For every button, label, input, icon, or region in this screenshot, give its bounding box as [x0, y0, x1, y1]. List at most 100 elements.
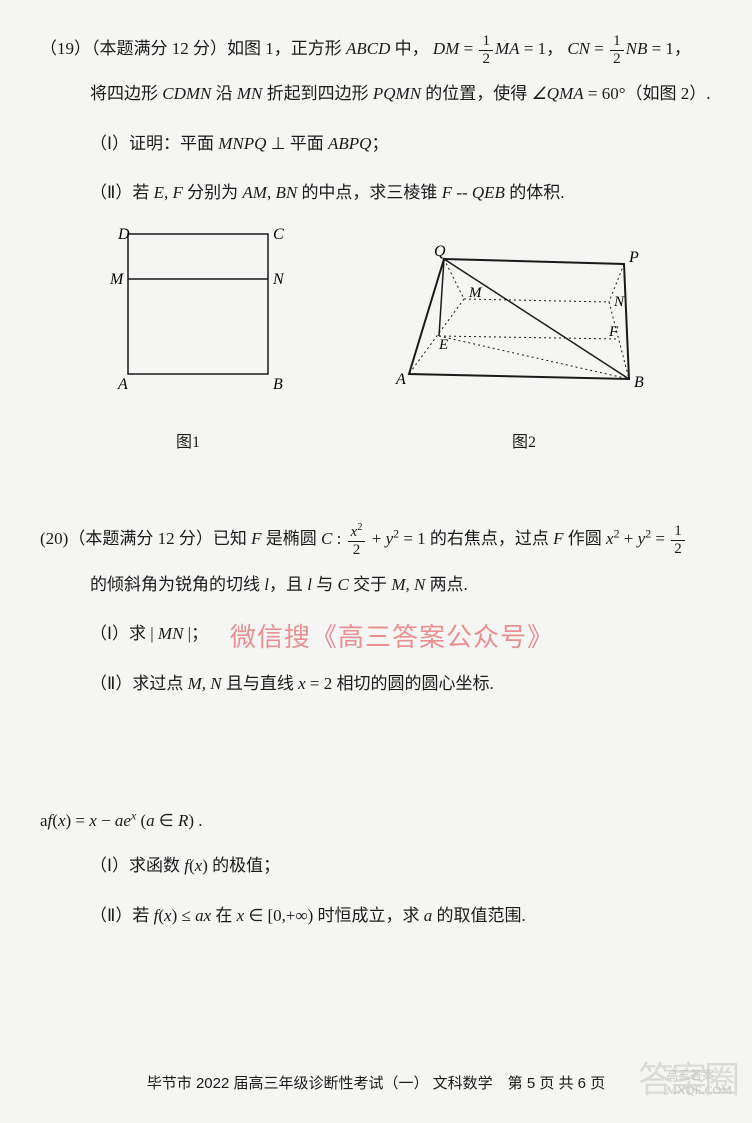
text: ⊥ 平面 [266, 134, 328, 153]
f: f [154, 906, 159, 925]
text: 的中点，求三棱锥 [297, 183, 442, 202]
f: f [48, 811, 53, 830]
problem-19: （19）（本题满分 12 分）如图 1，正方形 ABCD 中， DM = 12M… [40, 30, 712, 460]
a: a [424, 906, 433, 925]
text: 交于 [349, 575, 392, 594]
lbl-Q: Q [434, 244, 446, 260]
p21-header: af(x) = x − aex (a ∈ R) . [40, 802, 712, 839]
text: a [40, 811, 48, 830]
pqmn: PQMN [373, 84, 421, 103]
MN: MN [158, 624, 184, 643]
lbl-N2: N [613, 294, 625, 310]
p21-part2: （Ⅱ）若 f(x) ≤ ax 在 x ∈ [0,+∞) 时恒成立，求 a 的取值… [40, 897, 712, 934]
x: x [606, 529, 614, 548]
end: ) . [188, 811, 202, 830]
fig2-svg: Q P M N E F A B [384, 244, 664, 404]
y: y [386, 529, 394, 548]
lbl-E: E [438, 337, 448, 353]
text: 的极值； [208, 856, 280, 875]
text: 的体积. [505, 183, 565, 202]
page-footer: 毕节市 2022 届高三年级诊断性考试（一） 文科数学 第 5 页 共 6 页 [0, 1072, 752, 1093]
p20-line2: 的倾斜角为锐角的切线 l，且 l 与 C 交于 M, N 两点. [40, 566, 712, 603]
C: C [321, 529, 332, 548]
text: 且与直线 [222, 674, 299, 693]
text: （Ⅱ）若 [90, 906, 154, 925]
figure-1: D C M N A B 图1 [88, 224, 288, 461]
mnpq: MNPQ [218, 134, 266, 153]
text: 是椭圆 [261, 529, 321, 548]
problem-20: (20)（本题满分 12 分）已知 F 是椭圆 C : x22 + y2 = 1… [40, 520, 712, 702]
lbl-N: N [272, 271, 285, 288]
ef: E, F [154, 183, 183, 202]
text: 两点. [425, 575, 468, 594]
text: 将四边形 [90, 84, 162, 103]
am: AM [242, 183, 267, 202]
figures-row: D C M N A B 图1 [40, 224, 712, 461]
MN: M, N [391, 575, 425, 594]
frac-half-2: 12 [610, 34, 624, 67]
lbl-A2: A [395, 371, 406, 388]
paren: ( [136, 811, 146, 830]
x: x [89, 811, 97, 830]
F2: F [553, 529, 563, 548]
fig2-label: 图2 [384, 425, 664, 460]
text: （Ⅰ）求函数 [90, 856, 184, 875]
text: 折起到四边形 [262, 84, 373, 103]
figure-2: Q P M N E F A B 图2 [384, 244, 664, 461]
p19-line2: 将四边形 CDMN 沿 MN 折起到四边形 PQMN 的位置，使得 ∠QMA =… [40, 75, 712, 112]
text: 作圆 [564, 529, 607, 548]
p20-header: (20)（本题满分 12 分）已知 F 是椭圆 C : x22 + y2 = 1… [40, 520, 712, 558]
p19-part2: （Ⅱ）若 E, F 分别为 AM, BN 的中点，求三棱锥 F -- QEB 的… [40, 174, 712, 211]
C: C [337, 575, 348, 594]
text: 中， [395, 39, 429, 58]
lbl-B: B [273, 376, 283, 393]
text: （Ⅰ）求 | [90, 624, 158, 643]
MN: M, N [188, 674, 222, 693]
text: 的取值范围. [432, 906, 526, 925]
p20-part2: （Ⅱ）求过点 M, N 且与直线 x = 2 相切的圆的圆心坐标. [40, 665, 712, 702]
lbl-P: P [628, 249, 639, 266]
cn: CN [567, 39, 590, 58]
text: = 2 相切的圆的圆心坐标. [306, 674, 494, 693]
cdmn: CDMN [162, 84, 211, 103]
text: 的倾斜角为锐角的切线 [90, 575, 264, 594]
lbl-B2: B [634, 374, 644, 391]
fig1-svg: D C M N A B [88, 224, 288, 404]
text: 的位置，使得 [421, 84, 532, 103]
x: x [298, 674, 306, 693]
nb: NB [626, 39, 648, 58]
lbl-C: C [273, 226, 284, 243]
text: （Ⅰ）证明：平面 [90, 134, 218, 153]
lbl-D: D [117, 226, 130, 243]
fig1-label: 图1 [88, 425, 288, 460]
text: = 1 的右焦点，过点 [399, 529, 553, 548]
lbl-F: F [608, 324, 619, 340]
text: ∈ [0,+∞) 时恒成立，求 [244, 906, 424, 925]
text: = [651, 529, 669, 548]
frac-half-circle: 12 [671, 524, 685, 557]
text: （19）（本题满分 12 分）如图 1，正方形 [40, 39, 342, 58]
mn: MN [237, 84, 263, 103]
lbl-A: A [117, 376, 128, 393]
lbl-M: M [109, 271, 125, 288]
text: （Ⅱ）若 [90, 183, 154, 202]
minus: − [97, 811, 115, 830]
p21-part1: （Ⅰ）求函数 f(x) 的极值； [40, 847, 712, 884]
p19-header: （19）（本题满分 12 分）如图 1，正方形 ABCD 中， DM = 12M… [40, 30, 712, 67]
qma: ∠QMA [532, 84, 584, 103]
ax: ax [195, 906, 211, 925]
lbl-M2: M [468, 285, 483, 301]
le: ≤ [177, 906, 195, 925]
ma: MA [495, 39, 520, 58]
text: （Ⅱ）求过点 [90, 674, 188, 693]
text: (20)（本题满分 12 分）已知 [40, 529, 251, 548]
text: 与 [312, 575, 338, 594]
text: |； [183, 624, 208, 643]
abpq: ABPQ [328, 134, 371, 153]
text: ，且 [269, 575, 307, 594]
f: f [184, 856, 189, 875]
bn: BN [275, 183, 297, 202]
ae: ae [115, 811, 131, 830]
text: 沿 [211, 84, 237, 103]
x: x [164, 906, 172, 925]
